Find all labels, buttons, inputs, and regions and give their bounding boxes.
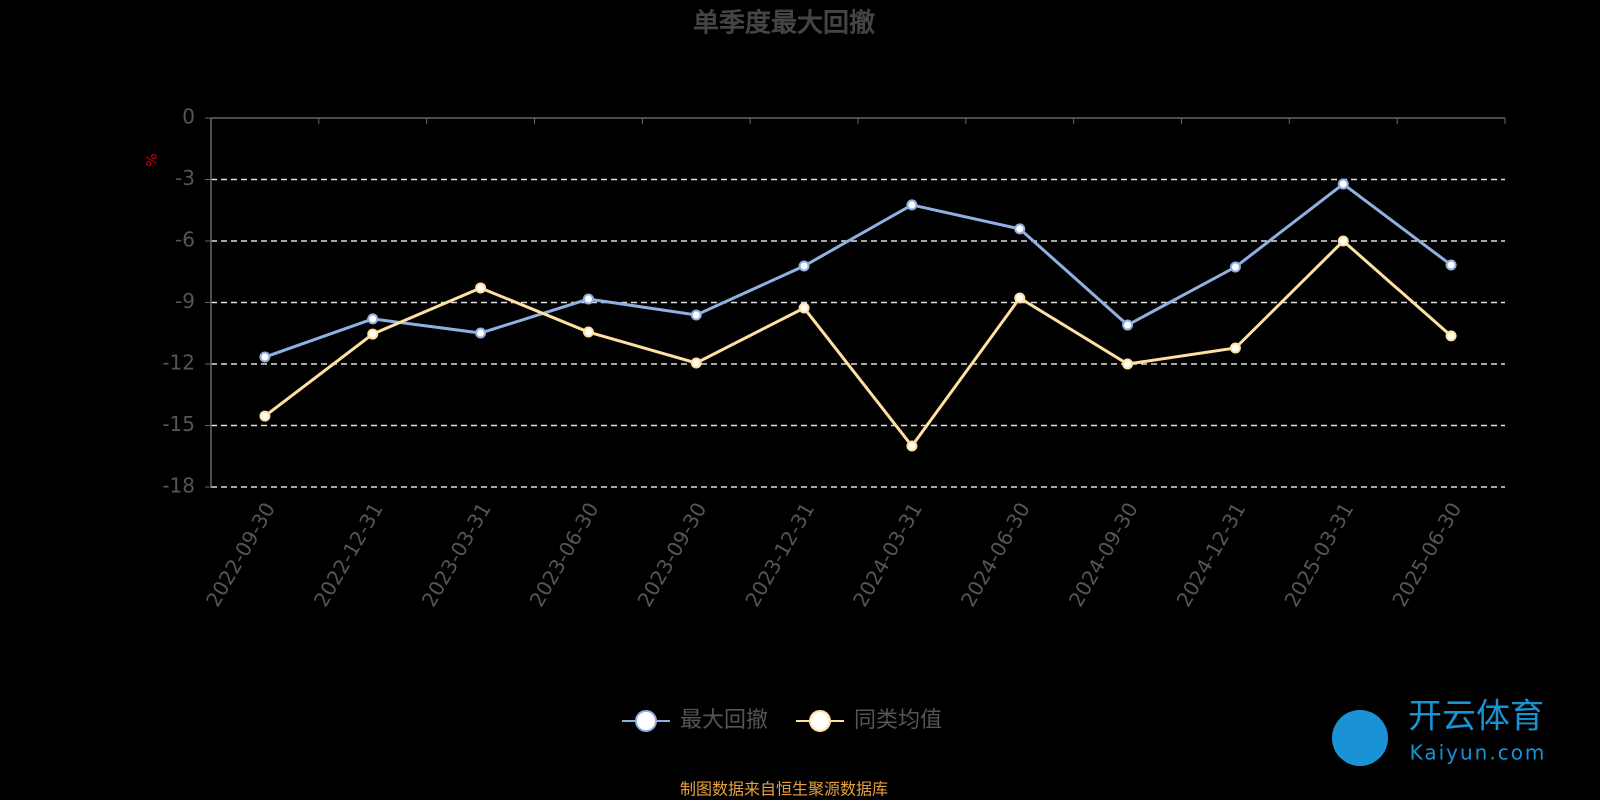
data-point bbox=[582, 293, 594, 305]
data-point bbox=[1229, 261, 1241, 273]
data-point bbox=[798, 302, 810, 314]
data-point bbox=[1229, 342, 1241, 354]
series-line bbox=[264, 182, 1452, 359]
data-point bbox=[259, 351, 271, 363]
y-tick-label: 0 bbox=[182, 105, 195, 129]
watermark-brand: 开云体育 bbox=[1408, 697, 1544, 737]
chart-title: 单季度最大回撤 bbox=[693, 8, 875, 39]
data-point bbox=[367, 328, 379, 340]
data-point bbox=[690, 357, 702, 369]
legend-label: 最大回撤 bbox=[680, 708, 768, 733]
y-tick-label: -3 bbox=[175, 166, 195, 190]
data-point bbox=[690, 309, 702, 321]
legend-marker bbox=[809, 710, 831, 732]
y-tick-label: -9 bbox=[175, 289, 195, 313]
data-point bbox=[475, 327, 487, 339]
data-point bbox=[906, 199, 918, 211]
watermark-logo bbox=[1332, 710, 1388, 766]
data-point bbox=[1014, 292, 1026, 304]
data-point bbox=[1445, 259, 1457, 271]
data-point bbox=[906, 440, 918, 452]
data-point bbox=[1445, 330, 1457, 342]
y-tick-label: -15 bbox=[162, 412, 195, 436]
y-tick-label: -12 bbox=[162, 351, 195, 375]
data-point bbox=[1122, 319, 1134, 331]
data-point bbox=[259, 410, 271, 422]
legend-label: 同类均值 bbox=[854, 708, 942, 733]
series-line bbox=[264, 238, 1453, 449]
data-point bbox=[1337, 235, 1349, 247]
source-note: 制图数据来自恒生聚源数据库 bbox=[680, 780, 888, 799]
data-point bbox=[582, 326, 594, 338]
data-point bbox=[1014, 223, 1026, 235]
data-point bbox=[798, 260, 810, 272]
watermark-site: Kaiyun.com bbox=[1410, 741, 1547, 765]
data-point bbox=[1337, 178, 1349, 190]
y-tick-label: -18 bbox=[162, 474, 195, 498]
data-point bbox=[475, 282, 487, 294]
y-axis-label: % bbox=[142, 153, 158, 166]
data-point bbox=[1122, 358, 1134, 370]
watermark: 开云体育 Kaiyun.com bbox=[1332, 697, 1547, 766]
y-tick-label: -6 bbox=[175, 228, 195, 252]
data-point bbox=[367, 313, 379, 325]
legend-marker bbox=[635, 710, 657, 732]
